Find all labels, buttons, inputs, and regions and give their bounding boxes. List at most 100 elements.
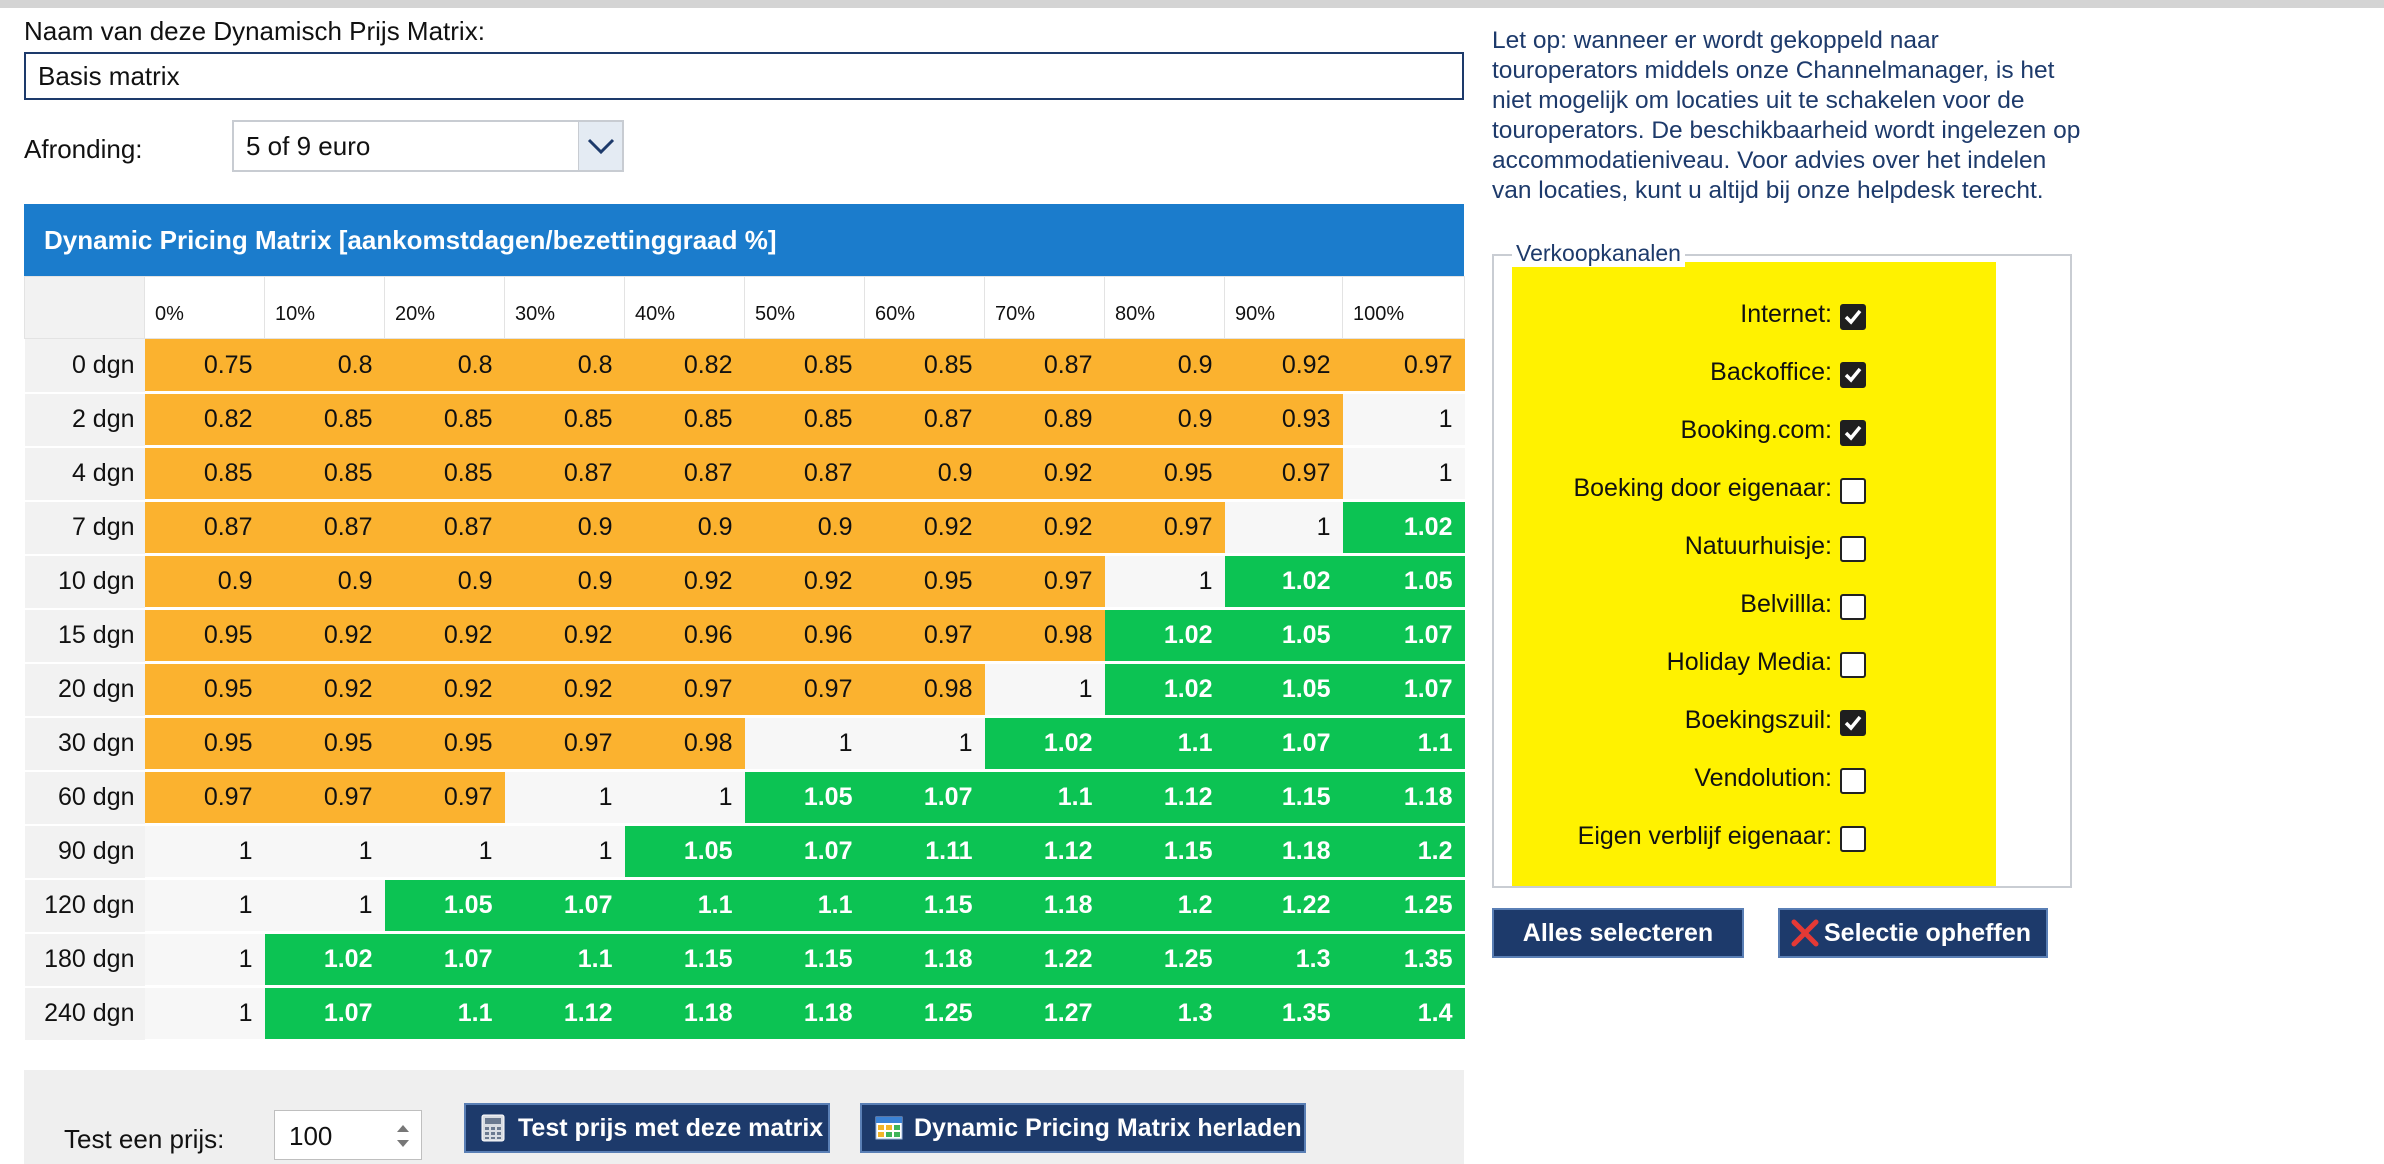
matrix-cell[interactable]: 0.85	[264, 446, 385, 502]
matrix-cell[interactable]: 1.1	[1104, 716, 1225, 772]
test-price-input[interactable]: 100	[274, 1110, 422, 1160]
reload-matrix-button[interactable]: Dynamic Pricing Matrix herladen	[860, 1103, 1306, 1153]
matrix-cell[interactable]: 0.95	[144, 608, 265, 664]
matrix-cell[interactable]: 0.85	[624, 392, 745, 448]
matrix-cell[interactable]: 0.87	[504, 446, 625, 502]
matrix-cell[interactable]: 1	[744, 716, 865, 772]
matrix-cell[interactable]: 0.95	[144, 662, 265, 718]
matrix-cell[interactable]: 0.95	[864, 554, 985, 610]
matrix-cell[interactable]: 1	[1224, 500, 1343, 556]
matrix-cell[interactable]: 0.9	[144, 554, 265, 610]
matrix-cell[interactable]: 1.22	[1224, 878, 1343, 934]
matrix-cell[interactable]: 1	[984, 662, 1105, 718]
matrix-cell[interactable]: 1.02	[1104, 662, 1225, 718]
matrix-cell[interactable]: 0.92	[504, 662, 625, 718]
matrix-cell[interactable]: 1.02	[1224, 554, 1343, 610]
matrix-cell[interactable]: 0.92	[504, 608, 625, 664]
channel-checkbox[interactable]	[1840, 768, 1866, 794]
matrix-cell[interactable]: 0.85	[864, 338, 985, 394]
matrix-cell[interactable]: 1.1	[504, 932, 625, 988]
matrix-cell[interactable]: 0.85	[384, 446, 505, 502]
matrix-cell[interactable]: 1.11	[864, 824, 985, 880]
matrix-cell[interactable]: 1	[624, 770, 745, 826]
matrix-cell[interactable]: 0.85	[144, 446, 265, 502]
matrix-cell[interactable]: 0.9	[1104, 338, 1225, 394]
matrix-cell[interactable]: 0.8	[264, 338, 385, 394]
matrix-cell[interactable]: 0.97	[384, 770, 505, 826]
rounding-select[interactable]: 5 of 9 euro	[232, 120, 624, 172]
matrix-cell[interactable]: 1	[144, 932, 265, 988]
matrix-cell[interactable]: 1.18	[864, 932, 985, 988]
stepper-icon[interactable]	[395, 1121, 411, 1151]
matrix-cell[interactable]: 1	[144, 878, 265, 934]
matrix-cell[interactable]: 1.22	[984, 932, 1105, 988]
matrix-cell[interactable]: 1.05	[1224, 662, 1343, 718]
matrix-cell[interactable]: 0.97	[504, 716, 625, 772]
matrix-cell[interactable]: 0.98	[624, 716, 745, 772]
matrix-cell[interactable]: 1.27	[984, 986, 1105, 1042]
matrix-cell[interactable]: 1.05	[744, 770, 865, 826]
matrix-name-input[interactable]	[24, 52, 1464, 100]
matrix-cell[interactable]: 1.15	[864, 878, 985, 934]
matrix-cell[interactable]: 0.8	[504, 338, 625, 394]
matrix-cell[interactable]: 0.95	[264, 716, 385, 772]
matrix-cell[interactable]: 1.05	[384, 878, 505, 934]
matrix-cell[interactable]: 0.85	[384, 392, 505, 448]
matrix-cell[interactable]: 1	[504, 770, 625, 826]
matrix-cell[interactable]: 0.87	[264, 500, 385, 556]
channel-checkbox[interactable]	[1840, 362, 1866, 388]
matrix-cell[interactable]: 0.97	[984, 554, 1105, 610]
matrix-cell[interactable]: 1.05	[1342, 554, 1465, 610]
channel-checkbox[interactable]	[1840, 478, 1866, 504]
channel-checkbox[interactable]	[1840, 826, 1866, 852]
matrix-cell[interactable]: 1.4	[1342, 986, 1465, 1042]
matrix-cell[interactable]: 1	[264, 824, 385, 880]
matrix-cell[interactable]: 0.87	[864, 392, 985, 448]
matrix-cell[interactable]: 1.35	[1342, 932, 1465, 988]
matrix-cell[interactable]: 0.9	[504, 554, 625, 610]
matrix-cell[interactable]: 1.02	[264, 932, 385, 988]
matrix-cell[interactable]: 1.35	[1224, 986, 1343, 1042]
matrix-cell[interactable]: 0.9	[624, 500, 745, 556]
matrix-cell[interactable]: 1	[1342, 446, 1465, 502]
matrix-cell[interactable]: 0.9	[1104, 392, 1225, 448]
matrix-cell[interactable]: 1.05	[1224, 608, 1343, 664]
matrix-cell[interactable]: 1.1	[624, 878, 745, 934]
matrix-cell[interactable]: 1.18	[624, 986, 745, 1042]
channel-checkbox[interactable]	[1840, 710, 1866, 736]
matrix-cell[interactable]: 0.92	[864, 500, 985, 556]
matrix-cell[interactable]: 1.07	[384, 932, 505, 988]
matrix-cell[interactable]: 0.92	[384, 608, 505, 664]
matrix-cell[interactable]: 0.97	[144, 770, 265, 826]
matrix-cell[interactable]: 0.87	[144, 500, 265, 556]
matrix-cell[interactable]: 1.25	[1342, 878, 1465, 934]
matrix-cell[interactable]: 1.07	[1342, 662, 1465, 718]
matrix-cell[interactable]: 1.07	[864, 770, 985, 826]
matrix-cell[interactable]: 1.07	[264, 986, 385, 1042]
matrix-cell[interactable]: 0.97	[624, 662, 745, 718]
matrix-cell[interactable]: 0.97	[1224, 446, 1343, 502]
matrix-cell[interactable]: 1.12	[1104, 770, 1225, 826]
matrix-cell[interactable]: 1	[1104, 554, 1225, 610]
matrix-cell[interactable]: 1.2	[1104, 878, 1225, 934]
matrix-cell[interactable]: 0.97	[864, 608, 985, 664]
matrix-cell[interactable]: 1.1	[384, 986, 505, 1042]
matrix-cell[interactable]: 1.02	[984, 716, 1105, 772]
matrix-cell[interactable]: 1.1	[984, 770, 1105, 826]
matrix-cell[interactable]: 0.97	[1104, 500, 1225, 556]
matrix-cell[interactable]: 0.92	[264, 608, 385, 664]
matrix-cell[interactable]: 0.92	[984, 500, 1105, 556]
matrix-cell[interactable]: 0.85	[744, 392, 865, 448]
matrix-cell[interactable]: 0.85	[744, 338, 865, 394]
matrix-cell[interactable]: 0.96	[624, 608, 745, 664]
matrix-cell[interactable]: 1	[144, 824, 265, 880]
test-price-button[interactable]: Test prijs met deze matrix	[464, 1103, 830, 1153]
matrix-cell[interactable]: 1.3	[1104, 986, 1225, 1042]
matrix-cell[interactable]: 1.18	[984, 878, 1105, 934]
matrix-cell[interactable]: 0.82	[144, 392, 265, 448]
matrix-cell[interactable]: 1.02	[1342, 500, 1465, 556]
matrix-cell[interactable]: 0.89	[984, 392, 1105, 448]
matrix-cell[interactable]: 1.05	[624, 824, 745, 880]
matrix-cell[interactable]: 1.1	[744, 878, 865, 934]
matrix-cell[interactable]: 0.98	[864, 662, 985, 718]
